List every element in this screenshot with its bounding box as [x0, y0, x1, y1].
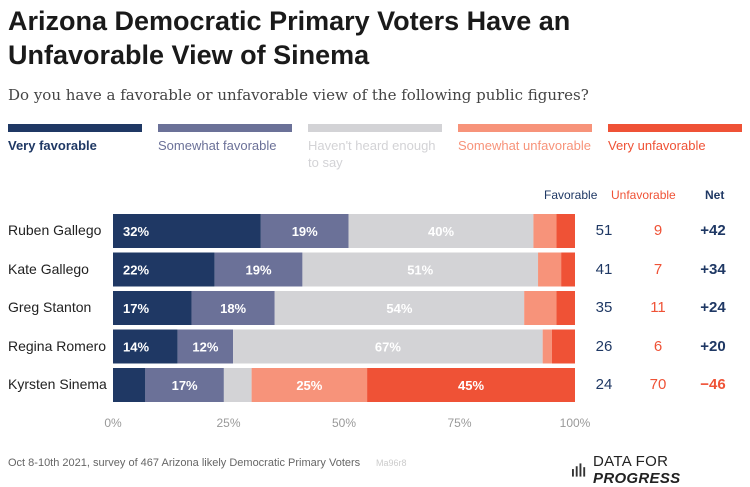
- bar-segment-somewhat-unfavorable: [538, 252, 562, 287]
- bar-segment-very-favorable: [113, 252, 215, 287]
- unfavorable-value: 7: [653, 260, 663, 278]
- bar-segment-havent-heard: [233, 329, 543, 364]
- data-label: 45%: [458, 378, 484, 393]
- data-label: 40%: [428, 224, 454, 239]
- bar-segment-somewhat-unfavorable: [524, 291, 557, 325]
- data-label: 19%: [292, 224, 318, 239]
- data-label: 17%: [172, 378, 198, 393]
- bar-segment-very-favorable: [113, 368, 146, 402]
- data-label: 19%: [246, 263, 272, 278]
- bar-segment-somewhat-favorable: [177, 329, 234, 364]
- page-title: Arizona Democratic Primary Voters Have a…: [8, 6, 571, 70]
- bar-segment-very-unfavorable: [556, 214, 575, 248]
- data-label: 14%: [123, 340, 149, 355]
- legend-item-somewhat-unfavorable: Somewhat unfavorable: [458, 124, 592, 154]
- favorable-value: 24: [595, 376, 613, 393]
- footer-note: Oct 8-10th 2021, survey of 467 Arizona l…: [8, 457, 361, 469]
- net-value: +34: [700, 260, 726, 278]
- net-value: −46: [700, 376, 726, 393]
- legend-item-havent-heard: Haven't heard enough to say: [308, 124, 442, 171]
- column-header-net: Net: [705, 188, 725, 202]
- bar-segment-somewhat-favorable: [191, 291, 275, 325]
- x-tick-label: 75%: [447, 416, 471, 430]
- x-tick-label: 0%: [104, 416, 122, 430]
- data-label: 51%: [407, 263, 433, 278]
- legend-item-very-favorable: Very favorable: [8, 124, 142, 154]
- favorable-value: 35: [595, 299, 613, 316]
- stacked-bar-chart: 32% 19% 40% 22% 19% 51% 17% 18% 54% 14% 12% 67% 17% 2…: [104, 214, 591, 430]
- bar-segment-somewhat-favorable: [214, 252, 303, 287]
- data-label: 25%: [296, 378, 322, 393]
- unfavorable-value: 11: [650, 299, 666, 316]
- logo-text-regular: DATA FOR: [593, 453, 669, 470]
- unfavorable-value: 70: [649, 376, 667, 393]
- bar-segment-havent-heard: [223, 368, 252, 402]
- x-tick-label: 100%: [560, 416, 591, 430]
- row-label: Regina Romero: [8, 337, 107, 354]
- favorable-value: 51: [595, 222, 613, 239]
- unfavorable-value: 9: [653, 222, 663, 239]
- data-label: 67%: [375, 340, 401, 355]
- net-value: +20: [700, 337, 726, 355]
- legend-item-very-unfavorable: Very unfavorable: [608, 124, 742, 154]
- watermark: Ma96r8: [376, 458, 407, 468]
- net-value: +24: [700, 299, 726, 316]
- bar-segment-very-favorable: [113, 291, 192, 325]
- row-label: Kate Gallego: [8, 260, 89, 277]
- bar-chart-icon: [572, 463, 586, 477]
- column-header-favorable: Favorable: [544, 188, 598, 202]
- legend-item-somewhat-favorable: Somewhat favorable: [158, 124, 292, 154]
- bar-segment-havent-heard: [302, 252, 539, 287]
- data-label: 17%: [123, 301, 149, 316]
- data-label: 22%: [123, 263, 149, 278]
- data-label: 54%: [386, 301, 412, 316]
- legend-label: Somewhat favorable: [158, 138, 277, 153]
- bar-segment-somewhat-unfavorable: [533, 214, 557, 248]
- data-for-progress-logo: DATA FOR PROGRESS: [572, 453, 750, 487]
- legend-swatch: [8, 124, 142, 132]
- bar-segment-somewhat-favorable: [260, 214, 349, 248]
- x-tick-label: 50%: [332, 416, 356, 430]
- logo-text-bold: PROGRESS: [593, 470, 681, 487]
- data-label: 32%: [123, 224, 149, 239]
- legend-label: Very favorable: [8, 138, 97, 153]
- row-label: Ruben Gallego: [8, 222, 102, 238]
- bar-segment-very-unfavorable: [556, 291, 575, 325]
- bar-segment-very-favorable: [113, 214, 261, 248]
- data-label: 12%: [192, 340, 218, 355]
- bar-segment-very-unfavorable: [561, 252, 575, 287]
- bar-segment-very-favorable: [113, 329, 178, 364]
- favorable-value: 26: [595, 337, 613, 355]
- bar-segment-very-unfavorable: [367, 368, 575, 402]
- legend-label: Somewhat unfavorable: [458, 138, 591, 153]
- bar-segment-havent-heard: [348, 214, 534, 248]
- legend-label: Haven't heard enough to say: [308, 138, 436, 170]
- row-label: Kyrsten Sinema: [8, 376, 107, 392]
- legend-swatch: [458, 124, 592, 132]
- net-value: +42: [700, 222, 726, 239]
- bar-segment-somewhat-unfavorable: [542, 329, 552, 364]
- column-header-unfavorable: Unfavorable: [611, 188, 676, 202]
- bar-segment-havent-heard: [274, 291, 525, 325]
- legend-swatch: [158, 124, 292, 132]
- unfavorable-value: 6: [653, 337, 663, 355]
- row-label: Greg Stanton: [8, 299, 92, 315]
- favorable-value: 41: [595, 260, 613, 278]
- legend-label: Very unfavorable: [608, 138, 706, 153]
- bar-segment-very-unfavorable: [551, 329, 575, 364]
- x-tick-label: 25%: [216, 416, 240, 430]
- legend-swatch: [308, 124, 442, 132]
- data-label: 18%: [220, 301, 246, 316]
- legend-swatch: [608, 124, 742, 132]
- bar-segment-somewhat-unfavorable: [251, 368, 368, 402]
- page-subtitle: Do you have a favorable or unfavorable v…: [8, 86, 589, 104]
- bar-segment-somewhat-favorable: [145, 368, 224, 402]
